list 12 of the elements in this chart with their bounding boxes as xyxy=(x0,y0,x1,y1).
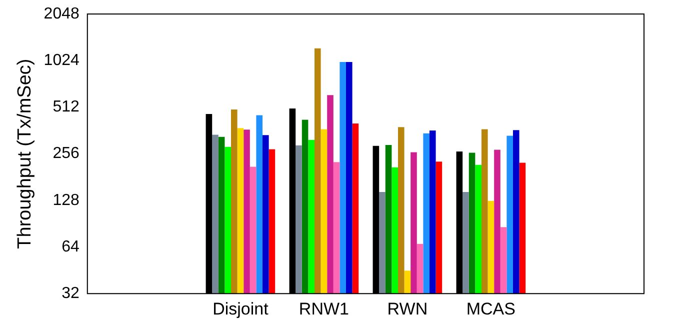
y-tick-label: 128 xyxy=(52,192,80,209)
x-tick-label: RNW1 xyxy=(298,299,349,318)
y-tick-label: 32 xyxy=(62,285,80,302)
y-tick-label: 2048 xyxy=(44,5,80,22)
y-axis-title: Throughput (Tx/mSec) xyxy=(14,58,36,249)
x-tick-label: RWN xyxy=(387,299,428,318)
y-tick-label: 1024 xyxy=(44,52,80,70)
y-tick-label: 64 xyxy=(62,238,80,256)
x-tick-label: MCAS xyxy=(466,299,516,318)
x-tick-label: Disjoint xyxy=(212,299,269,318)
y-tick-label: 512 xyxy=(52,98,80,116)
y-tick-label: 256 xyxy=(52,145,80,162)
